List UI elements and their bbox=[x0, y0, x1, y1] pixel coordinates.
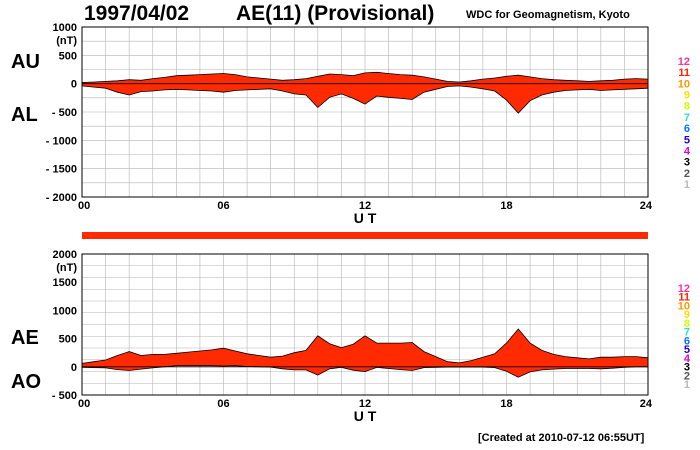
au-series-line bbox=[81, 71, 649, 83]
au-al-band-fill bbox=[82, 72, 648, 114]
x-axis-label: U T bbox=[354, 210, 377, 226]
x-tick-label: 06 bbox=[217, 398, 229, 410]
level-scale-label: 5 bbox=[684, 344, 690, 356]
y-tick-label: - 1500 bbox=[46, 164, 77, 176]
level-scale-label: 12 bbox=[678, 283, 690, 295]
data-source-label: WDC for Geomagnetism, Kyoto bbox=[466, 9, 630, 21]
x-tick-label: 12 bbox=[359, 200, 371, 212]
y-unit-label: (nT) bbox=[56, 35, 77, 47]
level-scale-label: 8 bbox=[684, 318, 690, 330]
level-scale-label: 9 bbox=[684, 309, 690, 321]
x-tick-label: 18 bbox=[500, 398, 512, 410]
plot-frame bbox=[81, 253, 649, 396]
chart-index-title: AE(11) (Provisional) bbox=[236, 2, 435, 25]
x-tick-label: 00 bbox=[78, 398, 90, 410]
level-scale-label: 1 bbox=[684, 379, 690, 391]
level-scale-label: 3 bbox=[684, 157, 690, 169]
y-tick-label: 1500 bbox=[53, 277, 77, 289]
x-tick-label: 12 bbox=[359, 398, 371, 410]
level-scale-label: 10 bbox=[678, 78, 690, 90]
chart-date-title: 1997/04/02 bbox=[84, 2, 190, 25]
y-tick-label: - 500 bbox=[52, 390, 77, 402]
x-tick-label: 24 bbox=[640, 200, 653, 212]
y-tick-label: 0 bbox=[71, 362, 77, 374]
x-tick-label: 00 bbox=[78, 200, 90, 212]
ao-series-line bbox=[81, 365, 648, 378]
level-scale-label: 2 bbox=[684, 168, 690, 180]
level-scale-label: 3 bbox=[684, 362, 690, 374]
x-tick-label: 06 bbox=[217, 200, 229, 212]
created-timestamp: [Created at 2010-07-12 06:55UT] bbox=[478, 432, 645, 444]
y-tick-label: - 500 bbox=[52, 107, 77, 119]
level-scale-label: 8 bbox=[684, 101, 690, 113]
ae-series-line bbox=[81, 328, 649, 364]
ao-series-label: AO bbox=[11, 371, 41, 393]
y-tick-label: 500 bbox=[59, 334, 77, 346]
y-unit-label: (nT) bbox=[56, 262, 77, 274]
level-scale-label: 10 bbox=[678, 300, 690, 312]
level-scale-label: 6 bbox=[684, 335, 690, 347]
ae-series-label: AE bbox=[11, 327, 39, 349]
al-series-line bbox=[81, 85, 649, 114]
level-scale-label: 12 bbox=[678, 56, 690, 68]
level-scale-label: 1 bbox=[684, 179, 690, 191]
y-tick-label: - 1000 bbox=[46, 135, 77, 147]
separator-band bbox=[82, 232, 648, 239]
ae-ao-band-fill bbox=[82, 329, 648, 378]
y-tick-label: 2000 bbox=[53, 249, 77, 261]
y-tick-label: 500 bbox=[59, 50, 77, 62]
x-axis-label: U T bbox=[354, 408, 377, 424]
x-tick-label: 18 bbox=[500, 200, 512, 212]
y-tick-label: - 2000 bbox=[46, 192, 77, 204]
level-scale-label: 9 bbox=[684, 90, 690, 102]
level-scale-label: 7 bbox=[684, 327, 690, 339]
au-series-label: AU bbox=[11, 51, 40, 73]
level-scale-label: 11 bbox=[678, 292, 690, 304]
y-tick-label: 0 bbox=[71, 79, 77, 91]
al-series-label: AL bbox=[11, 104, 38, 126]
level-scale-label: 11 bbox=[678, 67, 690, 79]
x-tick-label: 24 bbox=[640, 398, 653, 410]
level-scale-label: 2 bbox=[684, 370, 690, 382]
level-scale-label: 6 bbox=[684, 123, 690, 135]
level-scale-label: 7 bbox=[684, 112, 690, 124]
y-tick-label: 1000 bbox=[53, 305, 77, 317]
level-scale-label: 4 bbox=[684, 145, 691, 157]
level-scale-label: 5 bbox=[684, 134, 690, 146]
plot-frame bbox=[81, 26, 649, 198]
level-scale-label: 4 bbox=[684, 353, 691, 365]
y-tick-label: 1000 bbox=[53, 22, 77, 34]
